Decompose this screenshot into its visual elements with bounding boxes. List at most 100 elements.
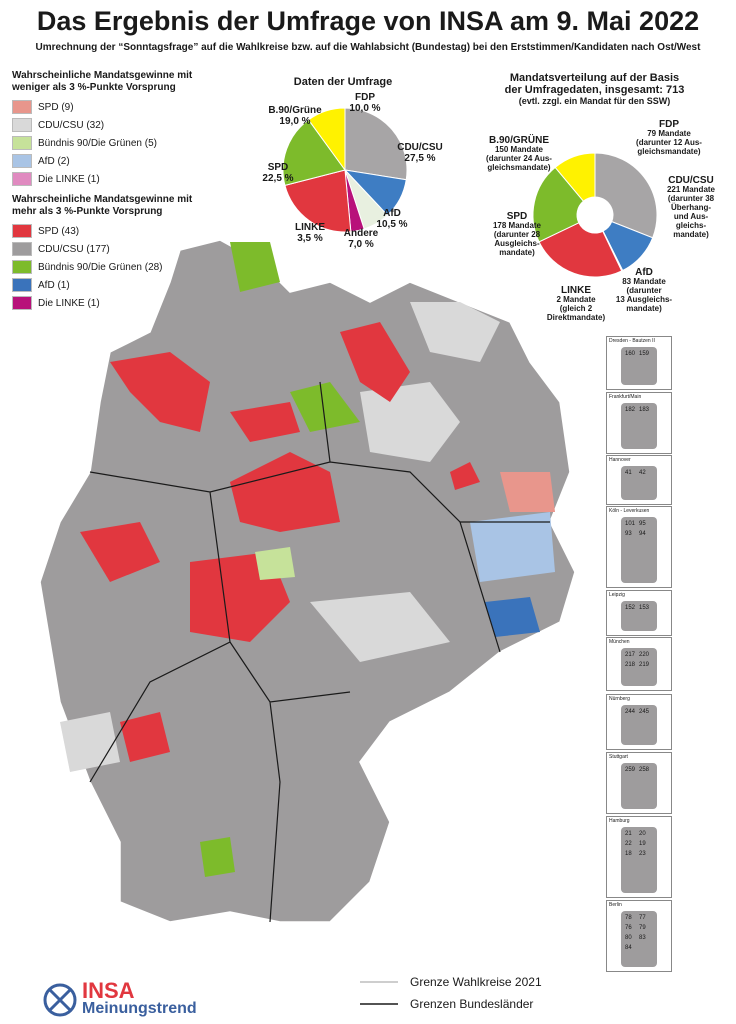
slice-cdu-csu [344, 107, 408, 181]
district-number: 258 [639, 767, 650, 773]
district-number: 77 [639, 915, 646, 921]
poll-label-spd: SPD 22,5 % [262, 162, 294, 184]
district-number: 19 [639, 841, 646, 847]
poll-label-fdp: FDP 10,0 % [349, 92, 381, 114]
district-number: 220 [639, 652, 650, 658]
slice-fdp [307, 107, 346, 172]
legend-swatch [12, 154, 32, 168]
legend-label: Die LINKE (1) [38, 297, 100, 309]
city-panel-title: Stuttgart [609, 754, 628, 760]
legend-group1-title: Wahrscheinliche Mandatsgewinne mit wenig… [12, 70, 193, 93]
city-panel-dresden-bautzen-ii: Dresden - Bautzen II 160 159 [606, 336, 672, 390]
poll-label-gruene: B.90/Grüne 19,0 % [268, 105, 322, 127]
legend-label: SPD (43) [38, 225, 80, 237]
district-spd-saar [120, 712, 170, 762]
slice-cdu-csu [594, 152, 658, 239]
legend-item: Bündnis 90/Die Grünen (5) [12, 134, 217, 152]
city-panel-title: Dresden - Bautzen II [609, 338, 655, 344]
seats-label-cdu: CDU/CSU 221 Mandate (darunter 38 Überhang-u… [666, 175, 716, 240]
district-cdu-lightgrey-east [360, 382, 460, 462]
seats-label-linke: LINKE 2 Mandate (gleich 2 Direktmandate) [546, 285, 606, 323]
city-panel-title: Berlin [609, 902, 622, 908]
legend-label: AfD (2) [38, 155, 70, 167]
district-spd-brandenburg [450, 462, 480, 490]
legend-line-wahlkreise: Grenze Wahlkreise 2021 [410, 975, 542, 989]
district-number: 217 [625, 652, 636, 658]
slice-b-90-gr-ne [532, 166, 585, 243]
city-panel-title: Hamburg [609, 818, 630, 824]
page-title: Das Ergebnis der Umfrage von INSA am 9. … [36, 6, 700, 36]
legend-item: Die LINKE (1) [12, 294, 217, 312]
legend-item: SPD (43) [12, 222, 217, 240]
city-panel-map [621, 648, 657, 686]
legend-label: Bündnis 90/Die Grünen (5) [38, 137, 157, 149]
district-number: 219 [639, 662, 650, 668]
district-number: 93 [625, 531, 632, 537]
district-number: 21 [625, 831, 632, 837]
legend-item: CDU/CSU (177) [12, 240, 217, 258]
district-spd-ruhr [80, 522, 160, 582]
district-number: 79 [639, 925, 646, 931]
city-panel-map [621, 827, 657, 893]
district-number: 94 [639, 531, 646, 537]
city-panel-title: Nürnberg [609, 696, 630, 702]
slice-spd [284, 169, 352, 233]
legend-swatch [12, 172, 32, 186]
poll-label-cdu: CDU/CSU 27,5 % [397, 142, 443, 164]
district-number: 76 [625, 925, 632, 931]
germany-map [39, 239, 576, 923]
district-spd-north [340, 322, 410, 402]
district-afd [485, 597, 540, 637]
district-number: 78 [625, 915, 632, 921]
district-number: 183 [639, 407, 650, 413]
poll-label-afd: AfD 10,5 % [376, 208, 408, 230]
district-spd-northwest [110, 352, 210, 432]
city-panel-m-nchen: München 217 220 218 219 [606, 637, 672, 691]
poll-label-andere: Andere 7,0 % [343, 228, 379, 250]
city-panel-title: München [609, 639, 630, 645]
district-gruene-bremen [290, 382, 360, 432]
district-number: 42 [639, 470, 646, 476]
district-gruene-freiburg [200, 837, 235, 877]
legend-label: CDU/CSU (177) [38, 243, 110, 255]
district-number: 84 [625, 945, 632, 951]
legend-item: Die LINKE (1) [12, 170, 217, 188]
district-number: 152 [625, 605, 636, 611]
district-cdu-lightgrey-north [410, 302, 500, 362]
legend-swatch [12, 118, 32, 132]
district-number: 95 [639, 521, 646, 527]
legend: Wahrscheinliche Mandatsgewinne mit wenig… [12, 70, 217, 312]
legend-item: SPD (9) [12, 98, 217, 116]
district-spd-hannover [230, 402, 300, 442]
district-number: 18 [625, 851, 632, 857]
city-panel-map [621, 601, 657, 631]
legend-label: Bündnis 90/Die Grünen (28) [38, 261, 163, 273]
district-gruene-light [255, 547, 295, 580]
legend-swatch [12, 100, 32, 114]
state-borders [89, 381, 550, 923]
city-panel-frankfurt-main: Frankfurt/Main 182 183 [606, 392, 672, 454]
seats-label-spd: SPD 178 Mandate (darunter 28 Ausgleichs-man… [492, 211, 542, 258]
insa-logo: INSA Meinungstrend [42, 978, 222, 1022]
district-number: 22 [625, 841, 632, 847]
district-cdu-lightgrey-central [310, 592, 450, 662]
legend-swatch [12, 296, 32, 310]
city-panel-berlin: Berlin 78 77 76 79 80 83 84 [606, 900, 672, 972]
slice-spd [538, 222, 623, 278]
legend-item: Bündnis 90/Die Grünen (28) [12, 258, 217, 276]
germany-outline [39, 239, 576, 923]
legend-item: AfD (2) [12, 152, 217, 170]
insa-logo-icon [43, 983, 77, 1017]
city-panel-map [621, 466, 657, 500]
city-panel-title: Leipzig [609, 592, 625, 598]
legend-label: Die LINKE (1) [38, 173, 100, 185]
legend-group2-title: Wahrscheinliche Mandatsgewinne mit mehr … [12, 194, 193, 217]
city-panel-hamburg: Hamburg 21 20 22 19 18 23 [606, 816, 672, 898]
poll-title: Daten der Umfrage [293, 76, 393, 88]
district-number: 218 [625, 662, 636, 668]
seats-donut-chart [532, 152, 658, 278]
district-number: 259 [625, 767, 636, 773]
district-number: 244 [625, 709, 636, 715]
city-panel-map [621, 347, 657, 385]
seats-label-gruene: B.90/GRÜNE 150 Mandate (darunter 24 Aus-gl… [486, 135, 552, 173]
